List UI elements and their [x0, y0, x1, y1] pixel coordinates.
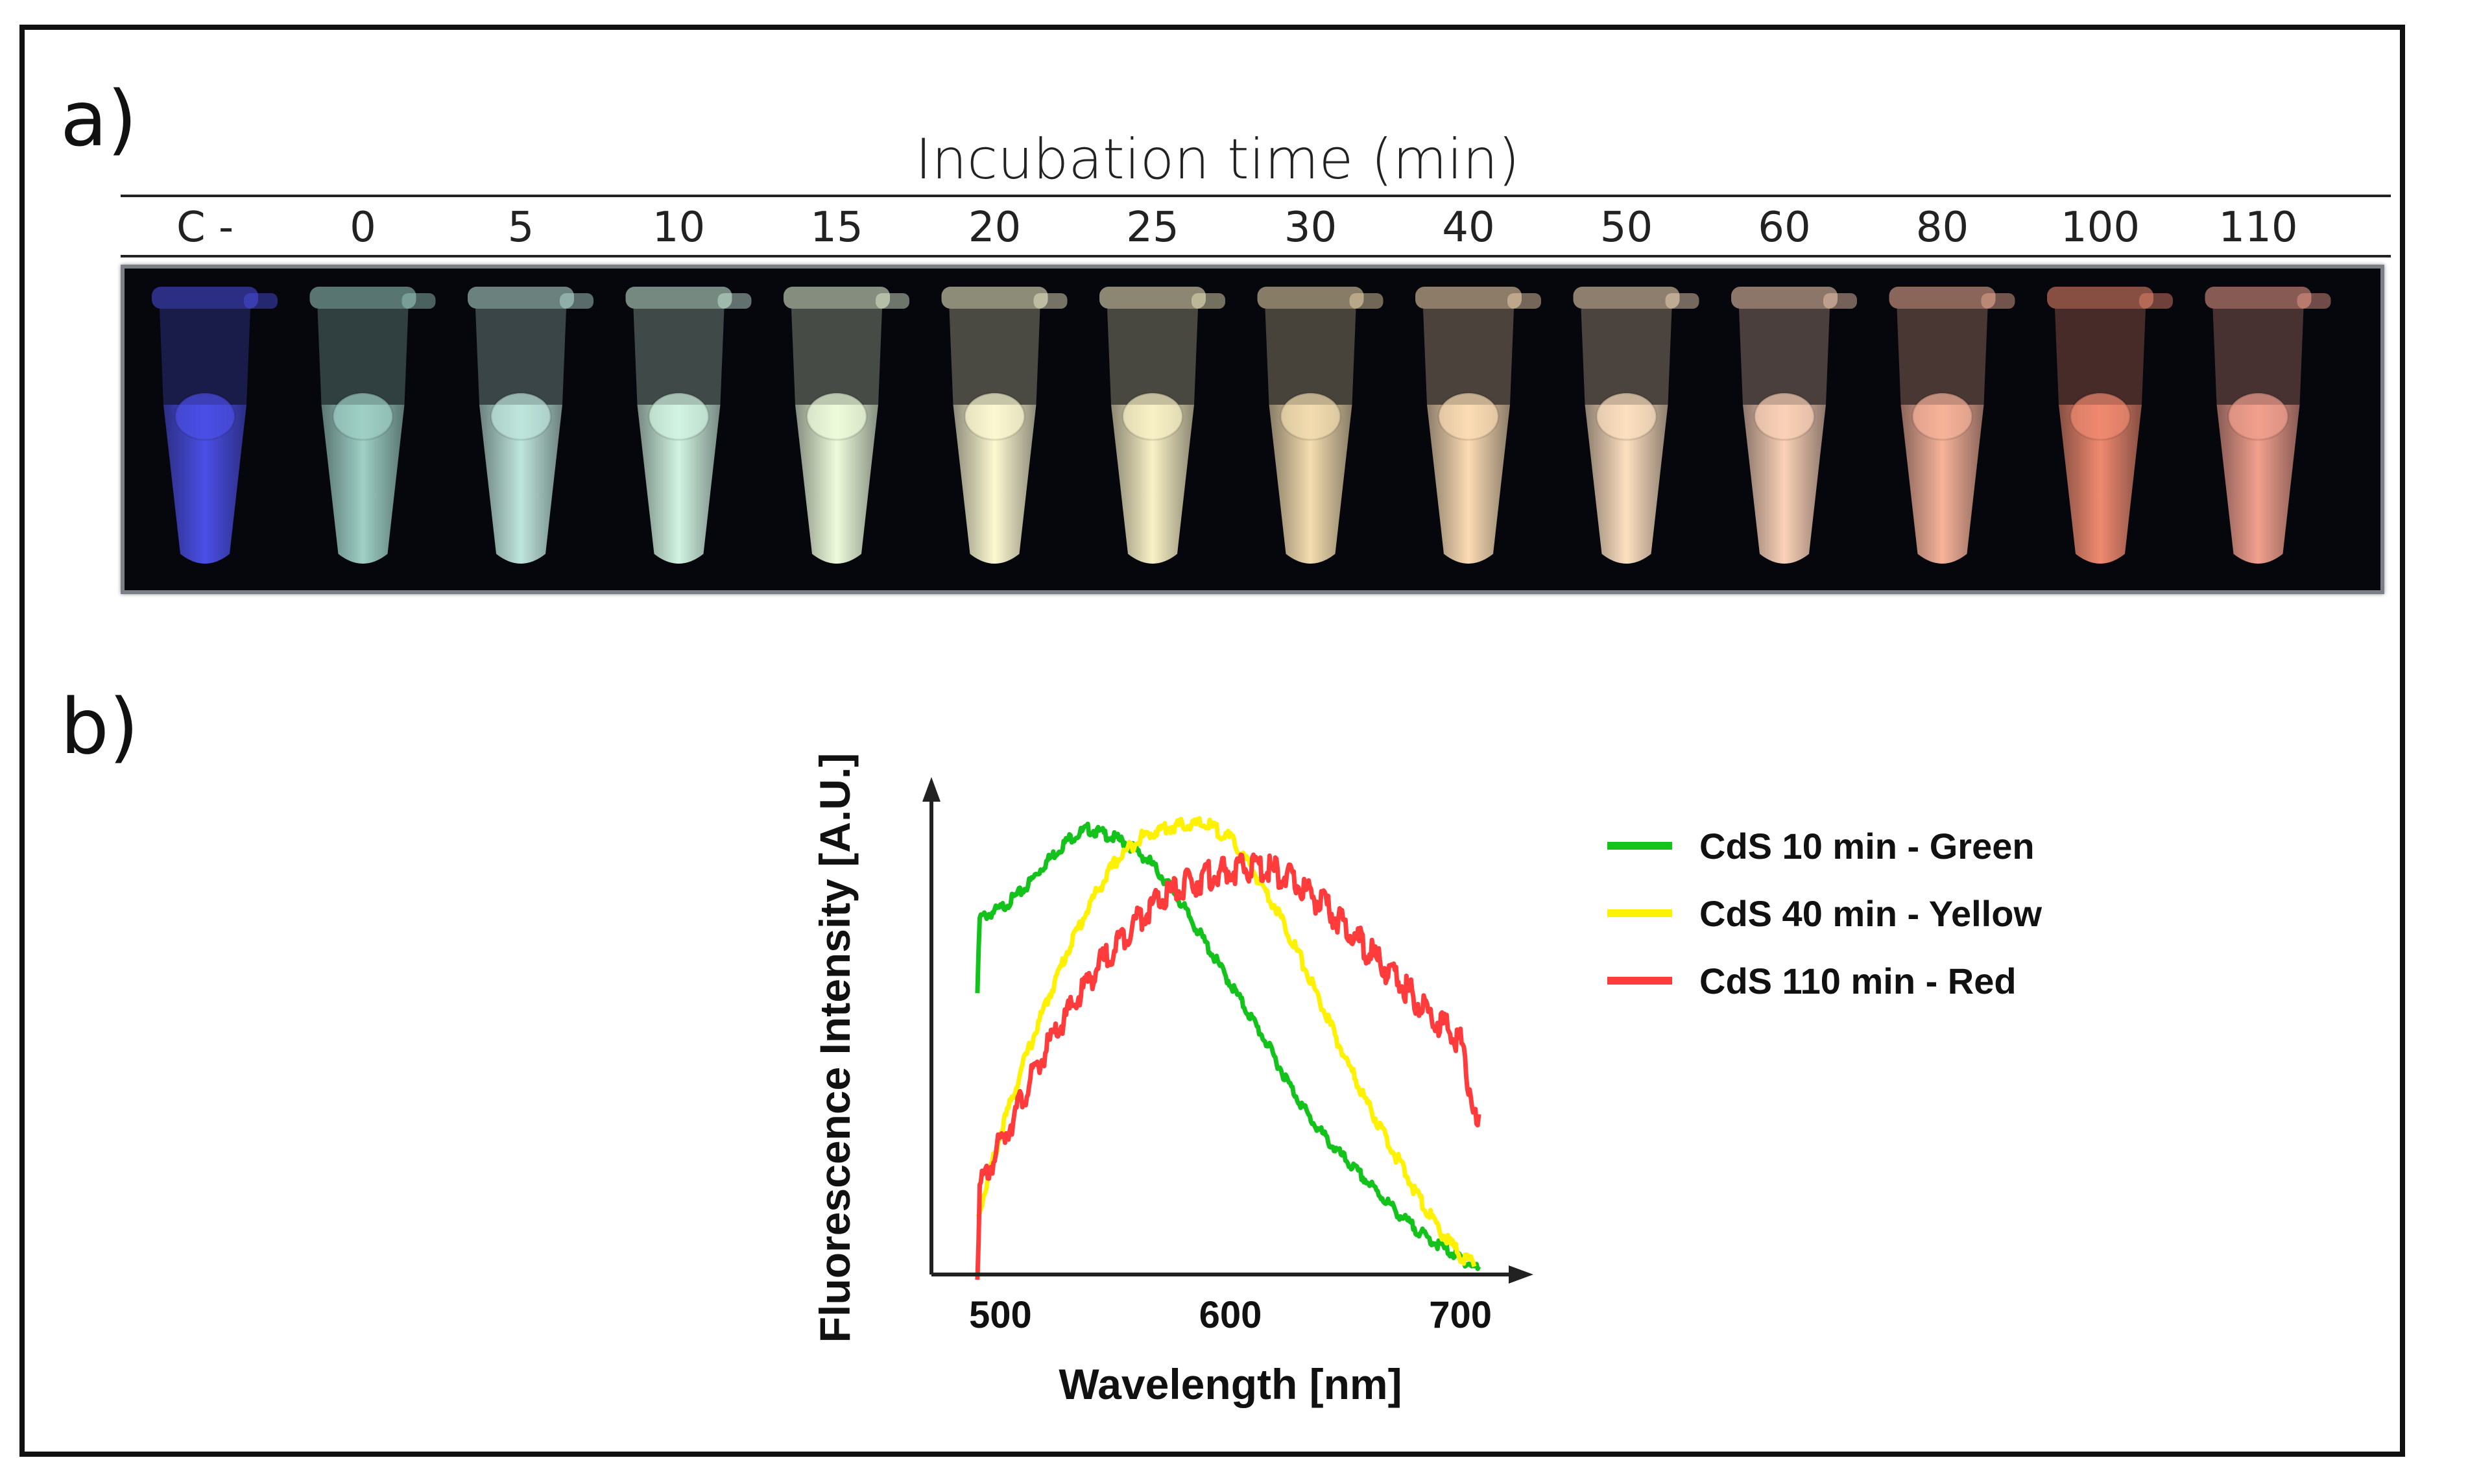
tube-label-8: 40: [1442, 204, 1495, 252]
legend-label-2: CdS 110 min - Red: [1699, 961, 2017, 1001]
tube-13: [2205, 287, 2331, 564]
series-line-1: [976, 816, 1477, 1267]
series-layer: [975, 816, 1481, 1280]
tube-row: [152, 287, 2331, 564]
panel-b-label: b): [60, 682, 139, 771]
tube-label-3: 10: [652, 204, 706, 252]
y-axis-label: Fluorescence Intensity [A.U.]: [811, 753, 859, 1343]
tube-label-9: 50: [1599, 204, 1653, 252]
tube-label-10: 60: [1758, 204, 1811, 252]
tube-5: [941, 287, 1068, 564]
x-tick-label-700: 700: [1429, 1294, 1492, 1336]
tube-10: [1731, 287, 1857, 564]
x-tick-layer: 500 600 700: [969, 1294, 1492, 1336]
tube-label-6: 25: [1126, 204, 1179, 252]
tube-label-5: 20: [968, 204, 1022, 252]
header-rule-bottom: [121, 255, 2391, 257]
legend: CdS 10 min - Green CdS 40 min - Yellow CdS…: [1607, 826, 2042, 1001]
tube-label-7: 30: [1284, 204, 1337, 252]
tube-9: [1573, 287, 1699, 564]
panel-a-label: a): [60, 74, 138, 163]
tube-label-12: 100: [2060, 204, 2140, 252]
tube-11: [1889, 287, 2015, 564]
x-axis-label: Wavelength [nm]: [1059, 1360, 1402, 1408]
y-axis-arrow: [922, 777, 940, 802]
series-line-2: [975, 852, 1481, 1280]
tube-photo: [121, 265, 2384, 594]
tube-label-4: 15: [810, 204, 863, 252]
tube-0: [152, 287, 278, 564]
tube-label-1: 0: [350, 204, 376, 252]
tube-8: [1415, 287, 1541, 564]
tube-label-11: 80: [1915, 204, 1969, 252]
tube-6: [1099, 287, 1225, 564]
legend-label-0: CdS 10 min - Green: [1699, 826, 2035, 867]
tube-label-0: C -: [176, 204, 234, 252]
tube-3: [625, 287, 752, 564]
tube-4: [784, 287, 909, 564]
tube-1: [309, 287, 436, 564]
tube-7: [1257, 287, 1384, 564]
tube-label-2: 5: [507, 204, 534, 252]
series-line-0: [975, 821, 1481, 1271]
fluorescence-chart: 500 600 700 Wavelength [nm] Fluorescence I…: [811, 753, 2042, 1408]
x-tick-label-500: 500: [969, 1294, 1032, 1336]
x-axis-arrow: [1509, 1265, 1533, 1284]
figure-frame: a) Incubation time (min) C - 0 5 10 15 20 25 30…: [19, 25, 2405, 1457]
tube-2: [468, 287, 593, 564]
x-tick-label-600: 600: [1199, 1294, 1262, 1336]
legend-label-1: CdS 40 min - Yellow: [1699, 893, 2042, 934]
tube-label-13: 110: [2218, 204, 2298, 252]
header-rule-top: [121, 195, 2391, 197]
tube-12: [2047, 287, 2173, 564]
incubation-time-title: Incubation time (min): [915, 127, 1520, 192]
